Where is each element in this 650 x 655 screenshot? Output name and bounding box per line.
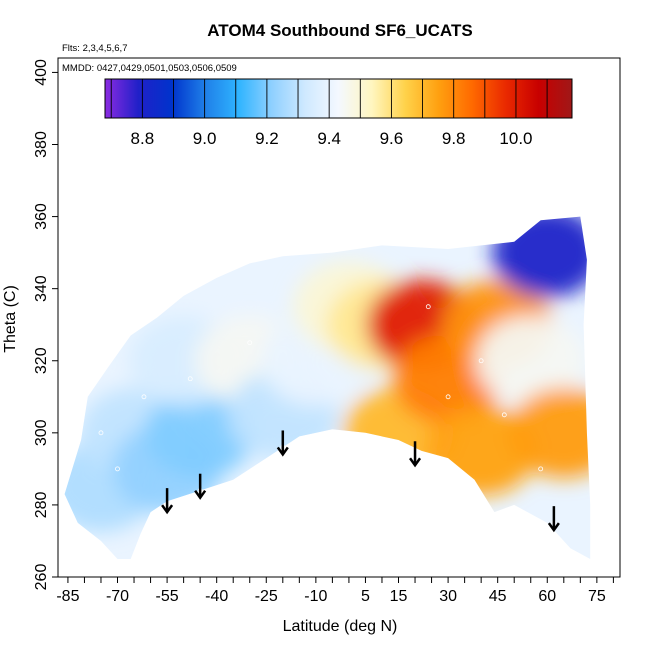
- x-tick-label: 5: [361, 588, 370, 605]
- colorbar-tick-label: 9.6: [380, 129, 404, 148]
- colorbar-tick-label: 9.4: [317, 129, 341, 148]
- x-tick-label: -25: [255, 588, 278, 605]
- x-tick-label: -85: [56, 588, 79, 605]
- observation-point: [247, 340, 253, 346]
- observation-point: [478, 358, 484, 364]
- x-tick-label: 30: [439, 588, 457, 605]
- y-tick-label: 280: [33, 491, 50, 518]
- y-tick-label: 400: [33, 59, 50, 86]
- profile-arrowhead: [547, 522, 560, 533]
- profile-arrows: [161, 430, 560, 533]
- colorbar-tick-label: 9.0: [193, 129, 217, 148]
- dates-annotation: MMDD: 0427,0429,0501,0503,0506,0509: [62, 63, 237, 74]
- y-axis-label: Theta (C): [2, 285, 19, 353]
- x-tick-label: -40: [205, 588, 228, 605]
- profile-arrowhead: [409, 457, 422, 468]
- observation-point: [98, 430, 104, 436]
- colorbar-tick-label: 10.0: [499, 129, 532, 148]
- y-tick-label: 360: [33, 203, 50, 230]
- observation-point: [115, 466, 120, 472]
- observation-point: [538, 466, 544, 472]
- x-tick-label: -10: [304, 588, 327, 605]
- field-region: [492, 216, 591, 298]
- x-tick-label: -55: [156, 588, 179, 605]
- colorbar-tick-label: 9.2: [255, 129, 279, 148]
- y-tick-label: 380: [33, 131, 50, 158]
- field-region: [508, 387, 591, 478]
- x-tick-label: -70: [106, 588, 129, 605]
- colorbar-tick-label: 8.8: [131, 129, 155, 148]
- x-tick-label: 45: [489, 588, 507, 605]
- observation-point: [141, 394, 147, 400]
- field-region: [475, 315, 586, 406]
- y-tick-label: 340: [33, 275, 50, 302]
- field-blobs: [64, 216, 591, 532]
- colorbar-gradient: [104, 78, 573, 119]
- plot-frame: [57, 57, 621, 578]
- y-tick-label: 320: [33, 347, 50, 374]
- x-tick-label: 60: [538, 588, 556, 605]
- data-field: [64, 216, 591, 559]
- x-tick-label: 75: [588, 588, 606, 605]
- colorbar: 8.8 9.0 9.2 9.4 9.6 9.8 10.0: [104, 78, 573, 148]
- y-axis: 260 280 300 320 340 360 380 400: [33, 59, 58, 590]
- field-region: [145, 387, 256, 478]
- colorbar-tick-label: 9.8: [442, 129, 466, 148]
- observation-point: [187, 376, 193, 382]
- observation-point: [501, 412, 507, 418]
- y-tick-label: 260: [33, 564, 50, 591]
- x-axis: -85 -70 -55 -40 -25 -10 5 15 30 45 60 75: [56, 577, 614, 605]
- chart-title: ATOM4 Southbound SF6_UCATS: [207, 21, 472, 40]
- x-tick-label: 15: [390, 588, 408, 605]
- profile-arrowhead: [161, 504, 174, 515]
- profile-arrowhead: [276, 446, 289, 457]
- observation-point: [425, 304, 431, 310]
- colorbar-ticks: 8.8 9.0 9.2 9.4 9.6 9.8 10.0: [110, 79, 548, 148]
- x-axis-label: Latitude (deg N): [283, 618, 398, 635]
- flights-annotation: Flts: 2,3,4,5,6,7: [62, 43, 127, 54]
- observation-point: [445, 394, 451, 400]
- profile-arrowhead: [194, 489, 207, 500]
- y-tick-label: 300: [33, 419, 50, 446]
